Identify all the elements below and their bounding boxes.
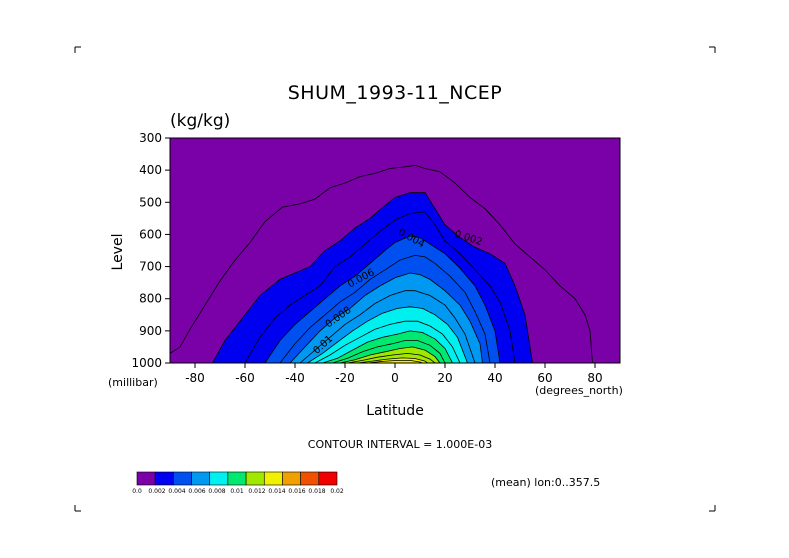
y-axis: 300 400 500 600 700 800 900 1000 xyxy=(131,131,170,370)
colorbar-swatch-1 xyxy=(154,471,174,486)
colorbar-label-1: 0.002 xyxy=(148,488,165,495)
colorbar-swatch-7 xyxy=(263,471,283,486)
crop-marks xyxy=(74,46,716,512)
contour-fill-14 xyxy=(367,360,423,363)
mean-lon-text: (mean) lon:0..357.5 xyxy=(491,476,600,489)
x-tick-label-6: 40 xyxy=(487,371,502,385)
contour-line-10 xyxy=(332,340,446,363)
colorbar-label-2: 0.004 xyxy=(168,488,185,495)
colorbar-swatch-0 xyxy=(136,471,156,486)
x-tick-label-0: -80 xyxy=(185,371,205,385)
y-tick-label-1: 400 xyxy=(139,163,162,177)
colorbar-label-5: 0.01 xyxy=(230,488,244,495)
colorbar: 0.0 0.002 0.004 0.006 0.008 0.01 0.012 0.014 0.0… xyxy=(132,471,344,495)
colorbar-swatch-6 xyxy=(245,471,265,486)
contour-line-9 xyxy=(322,330,453,363)
contour-line-8 xyxy=(314,320,461,363)
contour-line-7 xyxy=(307,306,468,363)
colorbar-swatch-5 xyxy=(227,471,247,486)
y-tick-label-0: 300 xyxy=(139,131,162,145)
colorbar-swatch-9 xyxy=(300,471,320,486)
units-label: (kg/kg) xyxy=(170,111,230,131)
x-tick-label-1: -60 xyxy=(235,371,255,385)
contour-interval-text: CONTOUR INTERVAL = 1.000E-03 xyxy=(308,438,492,451)
contour-line-3 xyxy=(264,235,501,363)
colorbar-label-0: 0.0 xyxy=(132,488,142,495)
x-tick-label-3: -20 xyxy=(335,371,355,385)
x-axis-unit: (degrees_north) xyxy=(535,384,623,397)
contour-line-1 xyxy=(212,192,533,363)
contour-line-4 xyxy=(279,254,491,363)
colorbar-label-4: 0.008 xyxy=(208,488,225,495)
contour-line-11 xyxy=(339,346,441,363)
contour-line-6 xyxy=(299,290,476,363)
contour-line-13 xyxy=(357,357,428,363)
colorbar-label-10: 0.02 xyxy=(330,488,344,495)
contour-line-12 xyxy=(347,352,436,363)
x-axis: -80 -60 -40 -20 0 20 40 60 80 xyxy=(185,363,603,385)
x-tick-label-4: 0 xyxy=(391,371,399,385)
contour-line-14 xyxy=(367,359,423,363)
colorbar-label-9: 0.018 xyxy=(308,488,325,495)
chart-title: SHUM_1993-11_NCEP xyxy=(288,82,502,104)
colorbar-swatch-8 xyxy=(282,471,301,486)
y-axis-title: Level xyxy=(110,234,126,271)
colorbar-label-6: 0.012 xyxy=(248,488,265,495)
contour-line-5 xyxy=(289,272,483,363)
y-tick-label-2: 500 xyxy=(139,195,162,209)
x-tick-label-8: 80 xyxy=(587,371,602,385)
y-tick-label-7: 1000 xyxy=(131,356,162,370)
colorbar-label-8: 0.016 xyxy=(288,488,305,495)
colorbar-swatch-4 xyxy=(209,471,229,486)
x-tick-label-7: 60 xyxy=(537,371,552,385)
contour-lines xyxy=(170,164,593,363)
y-tick-label-6: 900 xyxy=(139,324,162,338)
contour-line-2 xyxy=(244,211,516,363)
x-tick-label-5: 20 xyxy=(437,371,452,385)
y-tick-label-5: 800 xyxy=(139,292,162,306)
x-tick-label-2: -40 xyxy=(285,371,305,385)
colorbar-label-3: 0.006 xyxy=(188,488,205,495)
x-axis-title: Latitude xyxy=(366,403,424,419)
colorbar-swatch-2 xyxy=(173,471,192,486)
y-tick-label-4: 700 xyxy=(139,260,162,274)
colorbar-swatch-10 xyxy=(318,471,338,486)
y-tick-label-3: 600 xyxy=(139,227,162,241)
y-axis-unit: (millibar) xyxy=(108,376,158,389)
colorbar-label-7: 0.014 xyxy=(268,488,285,495)
contour-line-0 xyxy=(170,164,593,363)
colorbar-swatch-3 xyxy=(191,471,211,486)
